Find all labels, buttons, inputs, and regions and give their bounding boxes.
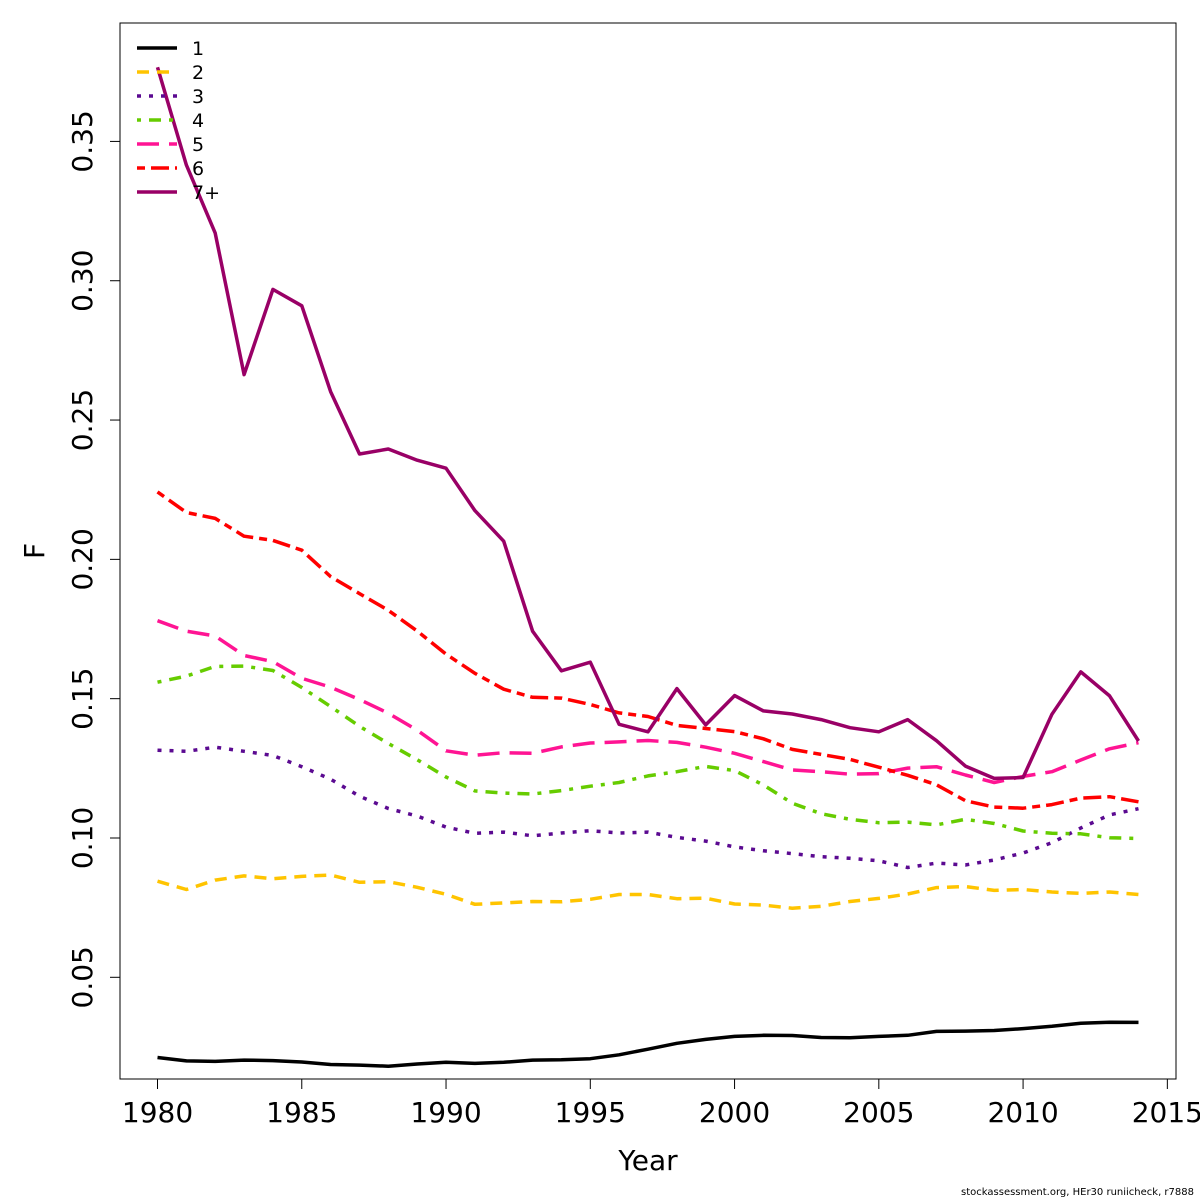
x-tick-label: 1995 <box>555 1096 626 1129</box>
x-tick-label: 2000 <box>699 1096 770 1129</box>
x-tick-label: 2015 <box>1132 1096 1200 1129</box>
legend-label: 2 <box>192 62 204 84</box>
x-tick-label: 2010 <box>987 1096 1058 1129</box>
series-line-4 <box>157 664 1139 841</box>
series-layer <box>155 66 1140 1068</box>
series-line-3 <box>157 745 1139 870</box>
y-axis-title: F <box>18 543 51 559</box>
series-line-5 <box>156 619 1139 785</box>
x-tick-label: 2005 <box>843 1096 914 1129</box>
x-tick-label: 1985 <box>266 1096 337 1129</box>
legend-label: 3 <box>192 86 204 108</box>
footer-note: stockassessment.org, HEr30 runiicheck, r… <box>961 1187 1194 1198</box>
legend-label: 4 <box>192 110 204 132</box>
legend-label: 6 <box>192 158 204 180</box>
legend-label: 1 <box>192 38 204 60</box>
y-tick-label: 0.15 <box>66 668 99 730</box>
series-line-2 <box>157 873 1139 910</box>
legend-label: 5 <box>192 134 204 156</box>
series-line-6 <box>156 490 1139 810</box>
x-tick-label: 1980 <box>122 1096 193 1129</box>
x-tick-label: 1990 <box>410 1096 481 1129</box>
y-tick-label: 0.30 <box>66 250 99 312</box>
series-line-1 <box>157 1020 1139 1068</box>
y-tick-label: 0.05 <box>66 946 99 1008</box>
plot-box <box>119 22 1177 1080</box>
x-axis: 1980 1985 1990 1995 2000 2005 2010 2015 <box>122 1078 1200 1129</box>
y-axis: 0.05 0.10 0.15 0.20 0.25 0.30 0.35 <box>66 110 121 1008</box>
y-tick-label: 0.25 <box>66 389 99 451</box>
y-tick-label: 0.35 <box>66 110 99 172</box>
x-axis-title: Year <box>617 1144 678 1177</box>
series-line-7 <box>155 66 1140 781</box>
y-tick-label: 0.20 <box>66 528 99 590</box>
legend-label: 7+ <box>192 182 220 204</box>
y-tick-label: 0.10 <box>66 807 99 869</box>
